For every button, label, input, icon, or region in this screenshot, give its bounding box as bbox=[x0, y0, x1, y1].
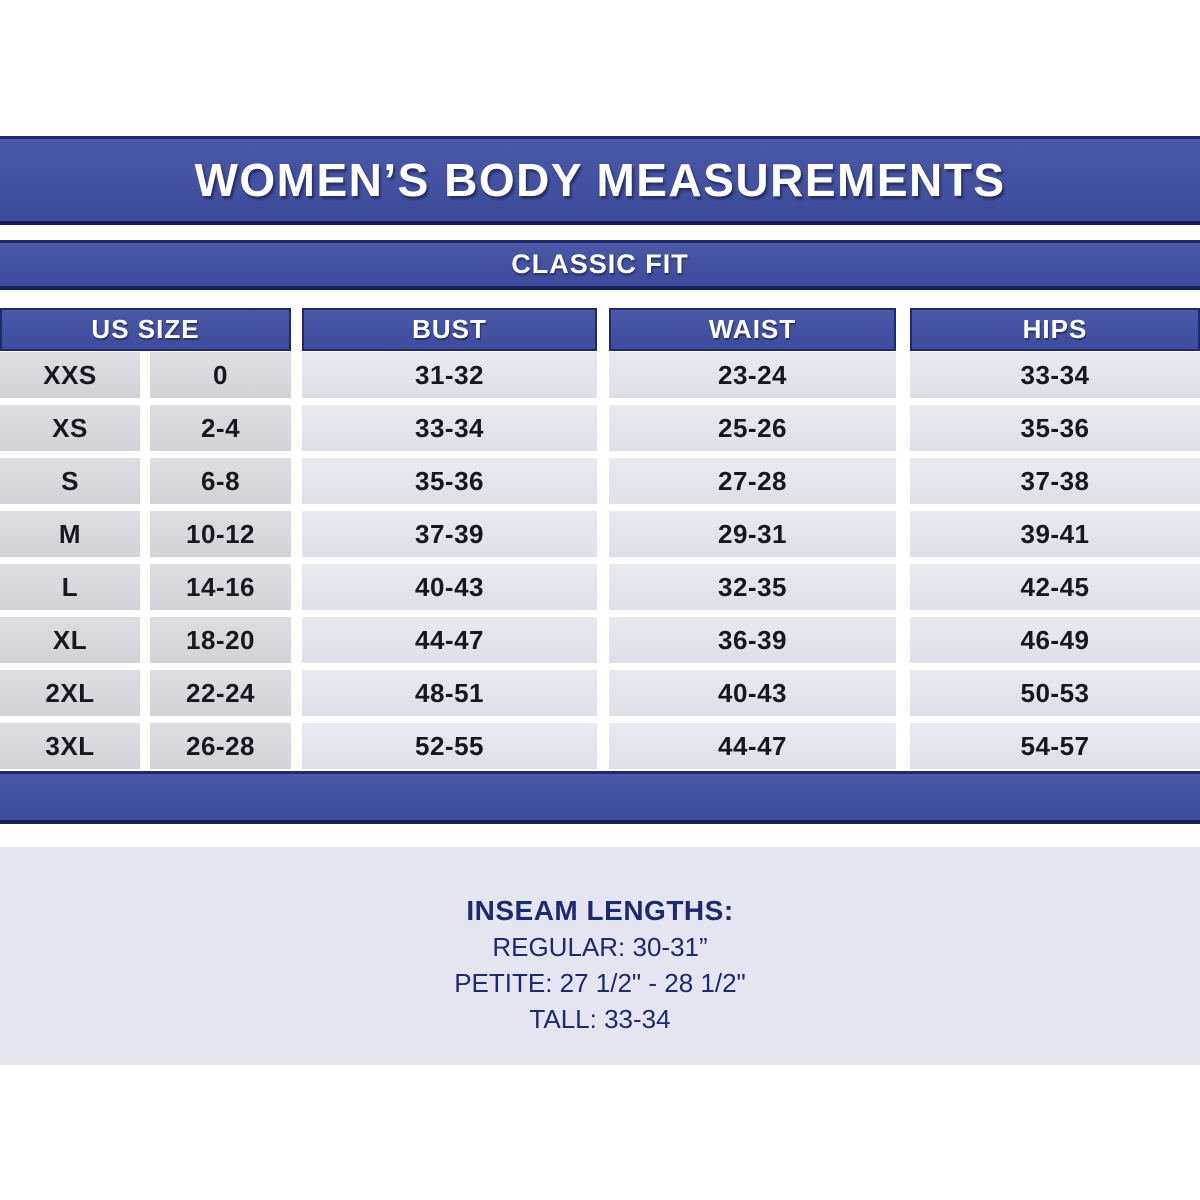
table-header-row: US SIZE BUST WAIST HIPS bbox=[0, 308, 1200, 351]
divider-banner bbox=[0, 771, 1200, 824]
table-row: XL 18-20 44-47 36-39 46-49 bbox=[0, 617, 1200, 663]
cell-size: 3XL bbox=[0, 723, 140, 769]
table-row: 3XL 26-28 52-55 44-47 54-57 bbox=[0, 723, 1200, 769]
cell-waist: 27-28 bbox=[609, 458, 896, 504]
cell-size: XXS bbox=[0, 352, 140, 398]
inseam-regular: REGULAR: 30-31” bbox=[492, 932, 708, 962]
table-row: XS 2-4 33-34 25-26 35-36 bbox=[0, 405, 1200, 451]
cell-us: 0 bbox=[150, 352, 291, 398]
cell-size: XL bbox=[0, 617, 140, 663]
cell-size: S bbox=[0, 458, 140, 504]
inseam-petite: PETITE: 27 1/2" - 28 1/2" bbox=[454, 968, 746, 998]
cell-size: L bbox=[0, 564, 140, 610]
cell-bust: 35-36 bbox=[302, 458, 597, 504]
cell-bust: 52-55 bbox=[302, 723, 597, 769]
cell-bust: 33-34 bbox=[302, 405, 597, 451]
cell-size: XS bbox=[0, 405, 140, 451]
header-hips: HIPS bbox=[910, 308, 1200, 351]
page-title: WOMEN’S BODY MEASUREMENTS bbox=[194, 154, 1006, 206]
cell-bust: 40-43 bbox=[302, 564, 597, 610]
cell-us: 6-8 bbox=[150, 458, 291, 504]
cell-us: 22-24 bbox=[150, 670, 291, 716]
inseam-tall: TALL: 33-34 bbox=[529, 1004, 671, 1034]
header-bust: BUST bbox=[302, 308, 597, 351]
cell-waist: 23-24 bbox=[609, 352, 896, 398]
cell-bust: 31-32 bbox=[302, 352, 597, 398]
table-row: L 14-16 40-43 32-35 42-45 bbox=[0, 564, 1200, 610]
inseam-section: INSEAM LENGTHS: REGULAR: 30-31” PETITE: … bbox=[0, 847, 1200, 1065]
cell-waist: 36-39 bbox=[609, 617, 896, 663]
cell-us: 2-4 bbox=[150, 405, 291, 451]
header-us-size: US SIZE bbox=[0, 308, 291, 351]
fit-label: CLASSIC FIT bbox=[511, 249, 689, 279]
cell-us: 10-12 bbox=[150, 511, 291, 557]
cell-bust: 44-47 bbox=[302, 617, 597, 663]
table-row: S 6-8 35-36 27-28 37-38 bbox=[0, 458, 1200, 504]
header-waist: WAIST bbox=[609, 308, 896, 351]
cell-hips: 42-45 bbox=[910, 564, 1200, 610]
cell-hips: 33-34 bbox=[910, 352, 1200, 398]
cell-us: 26-28 bbox=[150, 723, 291, 769]
cell-waist: 25-26 bbox=[609, 405, 896, 451]
cell-waist: 29-31 bbox=[609, 511, 896, 557]
inseam-heading: INSEAM LENGTHS: bbox=[466, 895, 734, 926]
cell-hips: 50-53 bbox=[910, 670, 1200, 716]
cell-size: M bbox=[0, 511, 140, 557]
cell-us: 14-16 bbox=[150, 564, 291, 610]
cell-waist: 40-43 bbox=[609, 670, 896, 716]
inseam-text-block: INSEAM LENGTHS: REGULAR: 30-31” PETITE: … bbox=[0, 847, 1200, 1037]
cell-bust: 48-51 bbox=[302, 670, 597, 716]
cell-bust: 37-39 bbox=[302, 511, 597, 557]
cell-waist: 32-35 bbox=[609, 564, 896, 610]
cell-hips: 39-41 bbox=[910, 511, 1200, 557]
cell-size: 2XL bbox=[0, 670, 140, 716]
cell-hips: 54-57 bbox=[910, 723, 1200, 769]
title-banner: WOMEN’S BODY MEASUREMENTS bbox=[0, 136, 1200, 225]
table-row: M 10-12 37-39 29-31 39-41 bbox=[0, 511, 1200, 557]
cell-waist: 44-47 bbox=[609, 723, 896, 769]
cell-hips: 37-38 bbox=[910, 458, 1200, 504]
fit-banner: CLASSIC FIT bbox=[0, 240, 1200, 290]
cell-hips: 46-49 bbox=[910, 617, 1200, 663]
cell-us: 18-20 bbox=[150, 617, 291, 663]
table-row: 2XL 22-24 48-51 40-43 50-53 bbox=[0, 670, 1200, 716]
table-row: XXS 0 31-32 23-24 33-34 bbox=[0, 352, 1200, 398]
cell-hips: 35-36 bbox=[910, 405, 1200, 451]
